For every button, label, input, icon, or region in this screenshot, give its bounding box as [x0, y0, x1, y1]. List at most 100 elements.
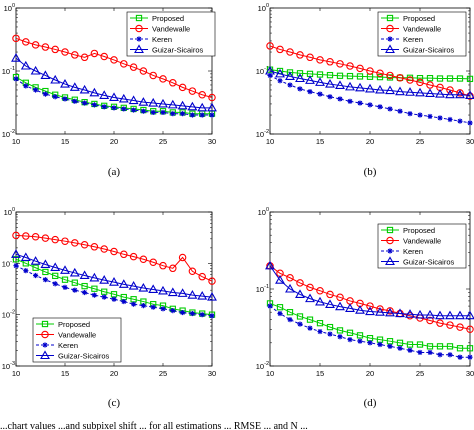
legend-marker	[40, 350, 50, 360]
data-point	[317, 91, 323, 97]
data-point	[316, 286, 324, 295]
x-tick-label: 15	[61, 137, 69, 146]
data-point	[99, 90, 110, 99]
data-point	[30, 256, 41, 265]
data-point	[326, 290, 334, 299]
data-point	[33, 272, 39, 279]
x-tick-label: 25	[416, 137, 424, 146]
data-point	[366, 67, 374, 75]
data-point	[177, 100, 188, 110]
data-point	[42, 91, 48, 97]
x-tick-label: 30	[466, 369, 474, 378]
data-point	[436, 319, 444, 327]
data-point	[12, 256, 20, 263]
legend-label: Keren	[152, 35, 172, 44]
legend-label: Vandewalle	[403, 24, 441, 33]
data-point	[140, 108, 146, 114]
data-point	[445, 310, 455, 320]
data-point	[52, 272, 59, 280]
data-point	[356, 332, 364, 339]
data-point	[365, 306, 375, 316]
data-point	[297, 86, 303, 92]
data-point	[50, 262, 61, 272]
data-point	[376, 73, 384, 81]
data-point	[101, 294, 107, 300]
legend-label: Guizar-Sicairos	[403, 257, 455, 266]
data-point	[20, 60, 31, 70]
data-point	[446, 321, 454, 329]
data-point	[375, 84, 385, 94]
panel-caption: (b)	[364, 166, 377, 178]
data-point	[336, 72, 344, 79]
chart-panel-c: 10 15 20 25 30 100 10-1 10-2 10-3 ProposedVandewa…	[2, 207, 217, 409]
y-tick-label: 100	[258, 3, 269, 13]
data-point	[160, 109, 166, 116]
data-point	[466, 325, 474, 334]
legend-marker	[135, 24, 143, 33]
data-point	[336, 327, 344, 334]
series-keren	[13, 76, 215, 118]
data-point	[69, 82, 80, 91]
series-guizar-sicairos	[11, 249, 217, 301]
x-tick-label: 10	[12, 369, 20, 378]
data-point	[62, 96, 68, 102]
series-keren	[13, 263, 215, 319]
data-point	[407, 111, 413, 117]
data-point	[23, 268, 29, 274]
data-point	[90, 49, 99, 58]
series-vandewalle	[12, 231, 216, 285]
data-point	[265, 65, 275, 75]
data-point	[267, 303, 273, 309]
data-point	[435, 310, 445, 320]
data-point	[82, 289, 88, 296]
data-point	[208, 93, 216, 102]
data-point	[446, 86, 454, 94]
data-point	[455, 89, 465, 99]
data-point	[445, 89, 455, 99]
data-point	[129, 63, 138, 71]
data-point	[426, 81, 434, 89]
data-point	[355, 305, 365, 314]
data-point	[367, 340, 373, 346]
data-point	[275, 68, 285, 78]
data-point	[276, 304, 284, 311]
data-point	[178, 83, 187, 92]
legend-label: Proposed	[403, 226, 435, 235]
data-point	[207, 291, 217, 301]
data-point	[457, 118, 463, 124]
data-point	[295, 73, 305, 83]
data-point	[325, 78, 335, 88]
data-point	[187, 101, 198, 111]
data-point	[306, 283, 314, 292]
x-tick-label: 20	[366, 137, 374, 146]
data-point	[197, 290, 208, 300]
data-point	[307, 325, 313, 331]
data-point	[316, 320, 324, 327]
data-point	[346, 72, 354, 80]
legend-label: Keren	[403, 35, 423, 44]
y-tick-label: 10-1	[256, 284, 269, 294]
legend-marker	[41, 320, 49, 328]
data-point	[467, 354, 473, 360]
data-point	[187, 290, 198, 299]
data-point	[188, 267, 197, 276]
data-point	[405, 309, 415, 318]
legend-marker	[42, 342, 48, 348]
data-point	[446, 75, 454, 82]
data-point	[326, 71, 334, 79]
data-point	[386, 307, 394, 315]
data-point	[31, 41, 40, 49]
data-point	[180, 309, 186, 316]
data-point	[457, 354, 463, 360]
data-point	[415, 87, 425, 97]
data-point	[109, 277, 119, 286]
data-point	[346, 329, 354, 336]
legend-marker	[386, 236, 394, 245]
series-guizar-sicairos	[265, 260, 474, 320]
data-point	[286, 309, 294, 316]
data-point	[177, 288, 188, 297]
legend-marker	[41, 330, 49, 339]
